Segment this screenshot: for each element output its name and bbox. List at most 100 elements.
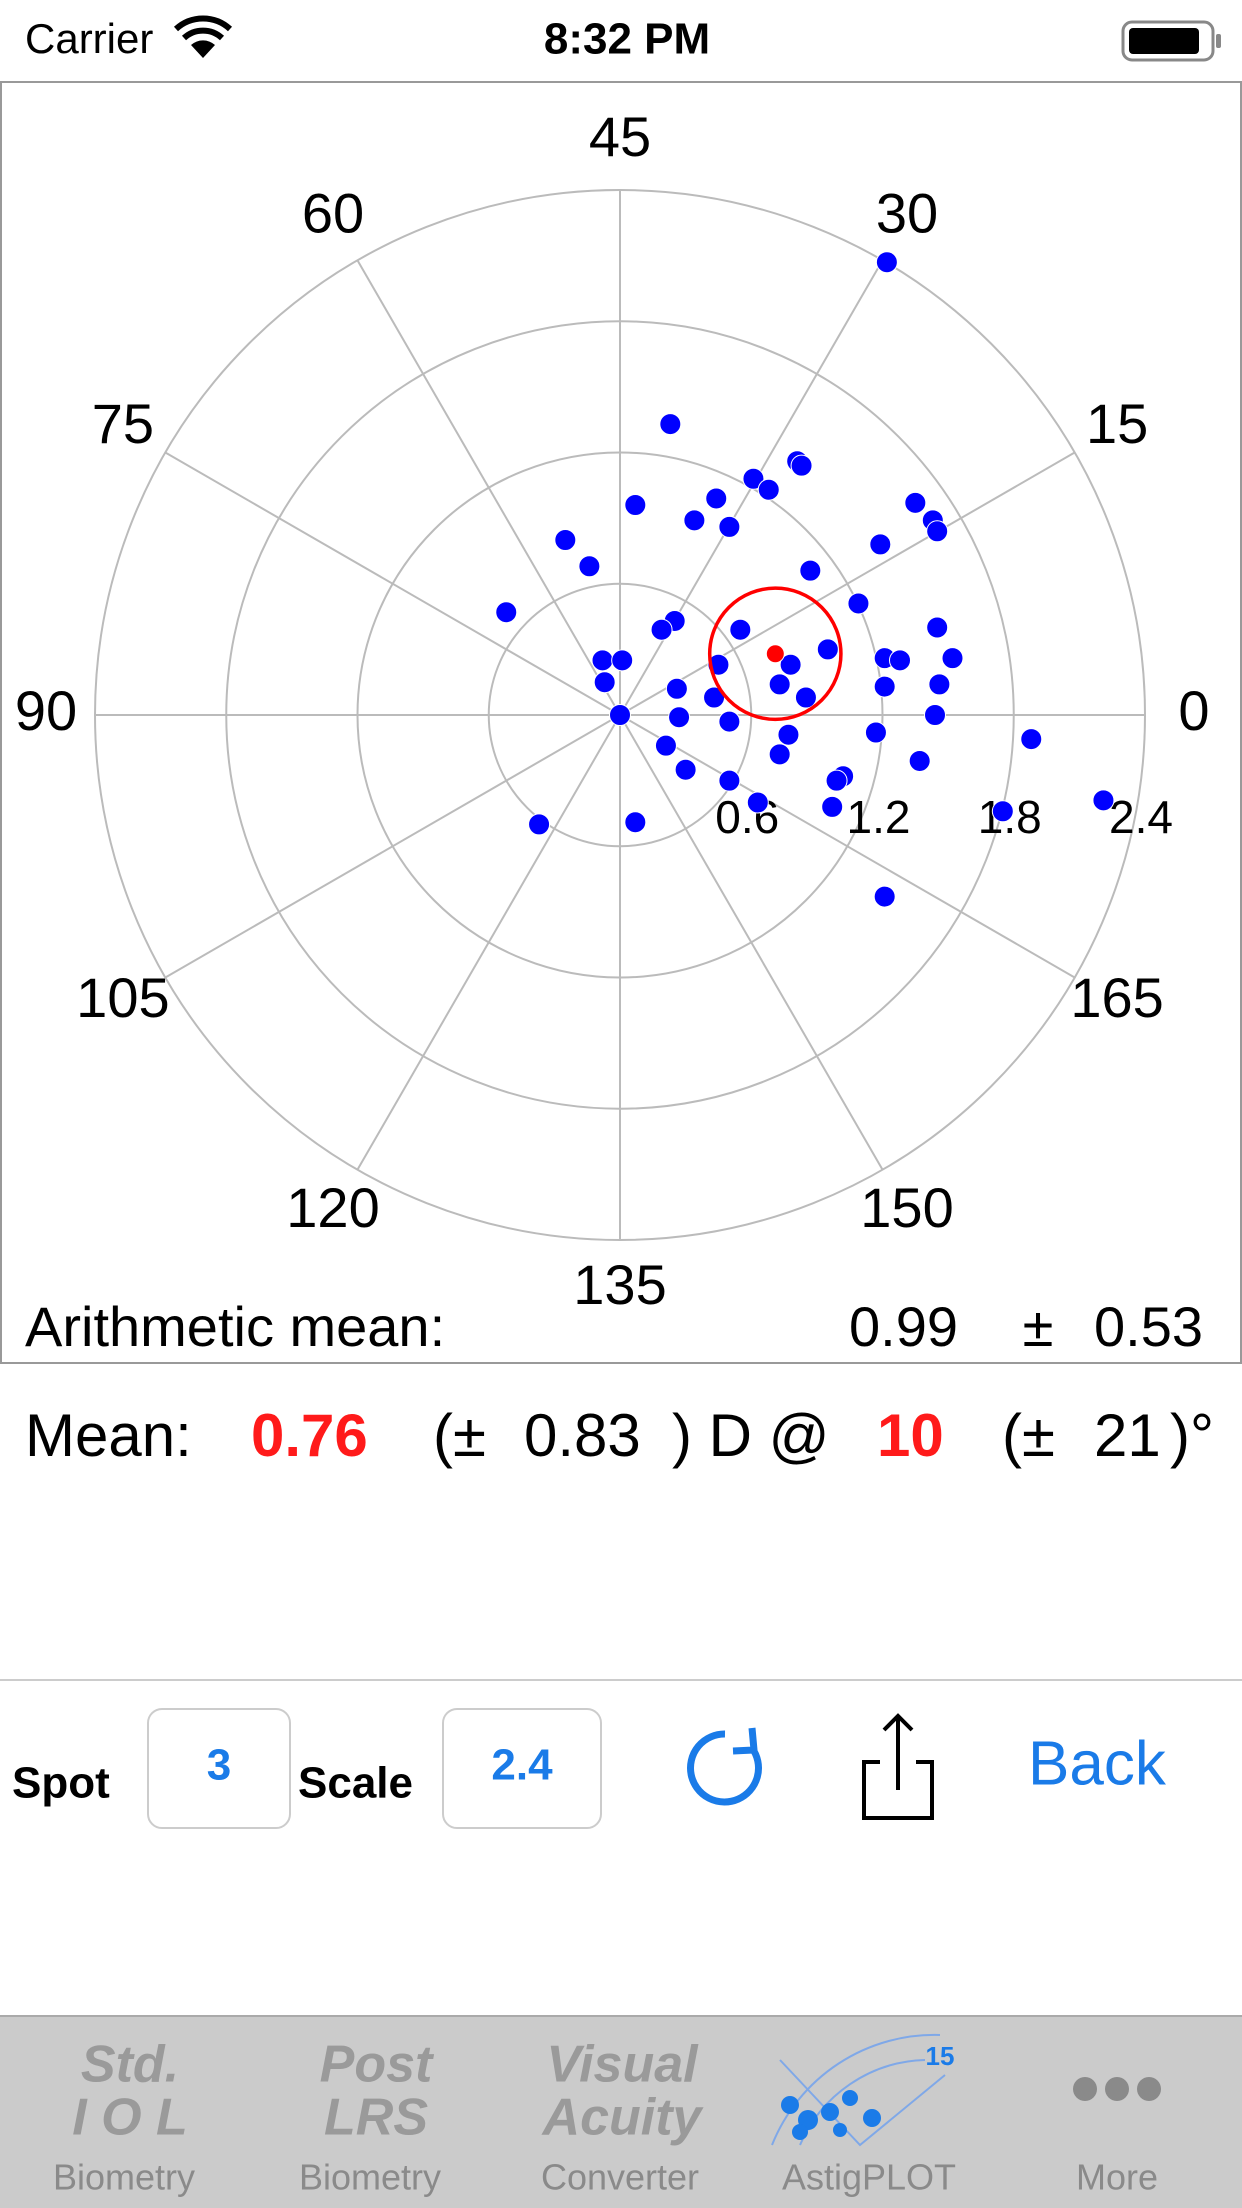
- point: [742, 467, 765, 490]
- annotation-sd: 0.53: [1094, 1295, 1203, 1358]
- clock: 8:32 PM: [544, 15, 710, 64]
- spot-field[interactable]: [147, 1708, 291, 1829]
- tab-icon-text: I O L: [72, 2089, 188, 2147]
- point: [847, 592, 870, 615]
- share-button[interactable]: [862, 1713, 934, 1820]
- tab[interactable]: More: [1073, 2077, 1161, 2198]
- angle-label: 30: [876, 182, 938, 245]
- angle-label: 150: [860, 1176, 953, 1239]
- tab[interactable]: Visual Acuity Converter: [541, 2036, 705, 2198]
- point: [869, 533, 892, 556]
- point: [718, 515, 741, 538]
- scale-field[interactable]: [442, 1708, 602, 1829]
- point: [889, 649, 911, 672]
- tab-icon-text: 15: [926, 2041, 955, 2071]
- tab-label: Biometry: [299, 2157, 441, 2198]
- point: [1092, 789, 1115, 812]
- point: [790, 454, 813, 477]
- ring: [94, 189, 1146, 1241]
- scale-value[interactable]: 2.4: [491, 1741, 553, 1790]
- back-button[interactable]: Back: [1028, 1729, 1167, 1798]
- point: [821, 795, 844, 818]
- tab-icon: [781, 2090, 881, 2140]
- ring: [225, 320, 1015, 1110]
- point: [904, 491, 927, 514]
- pm-open: (±: [1002, 1402, 1055, 1469]
- point: [665, 677, 688, 700]
- tab-icon-text: Acuity: [541, 2089, 705, 2147]
- point: [928, 673, 951, 696]
- battery-icon: [1121, 20, 1221, 62]
- point: [611, 649, 634, 672]
- tab-label: Biometry: [53, 2157, 195, 2198]
- point: [794, 686, 817, 709]
- spot-value[interactable]: 3: [207, 1741, 231, 1790]
- tab[interactable]: Post LRS Biometry: [299, 2036, 441, 2198]
- angle-label: 90: [15, 679, 77, 742]
- tab-icon-text: LRS: [324, 2089, 428, 2147]
- tab-icon: [1073, 2077, 1161, 2101]
- point: [875, 251, 898, 274]
- annotation-pm: ±: [1023, 1295, 1054, 1358]
- point: [873, 675, 896, 698]
- angle-label: 165: [1070, 966, 1163, 1029]
- point: [941, 647, 964, 670]
- mean-magnitude: 0.76: [251, 1402, 368, 1469]
- point: [593, 671, 616, 694]
- point: [765, 644, 785, 664]
- angle-label: 120: [286, 1176, 379, 1239]
- point: [777, 723, 800, 746]
- point: [1020, 728, 1043, 751]
- ring: [356, 451, 884, 979]
- refresh-button[interactable]: [687, 1727, 762, 1806]
- chart-frame: [0, 81, 1242, 1364]
- point: [609, 704, 631, 726]
- tab-bar: [0, 2016, 1242, 2208]
- point: [528, 813, 551, 836]
- tab-label: More: [1076, 2157, 1158, 2198]
- axis-sd: 21: [1094, 1402, 1161, 1469]
- angle-label: 135: [573, 1253, 666, 1316]
- annotation-value: 0.99: [849, 1295, 958, 1358]
- point: [729, 618, 752, 641]
- point: [779, 653, 802, 676]
- point: [668, 706, 691, 729]
- tab[interactable]: 15 AstigPLOT: [771, 2033, 956, 2198]
- angle-label: 0: [1178, 679, 1209, 742]
- tab-icon-text: Std.: [81, 2036, 179, 2094]
- point: [591, 649, 614, 672]
- point: [768, 743, 791, 766]
- mean-label: Mean:: [25, 1402, 192, 1469]
- point: [654, 734, 677, 757]
- magnitude-sd: 0.83: [524, 1402, 641, 1469]
- point: [746, 791, 769, 814]
- tab[interactable]: Std. I O L Biometry: [53, 2036, 195, 2198]
- annotation-label: Arithmetic mean:: [25, 1295, 445, 1358]
- carrier: Carrier: [25, 15, 153, 62]
- point: [926, 520, 949, 543]
- point: [757, 478, 780, 501]
- confidence-circle: [707, 586, 843, 722]
- point: [624, 811, 647, 834]
- spot-label: Spot: [12, 1759, 110, 1808]
- point: [718, 710, 741, 733]
- tab-icon-text: Post: [320, 2036, 435, 2094]
- radius-label: 2.4: [1109, 791, 1173, 843]
- pm-open: (±: [433, 1402, 486, 1469]
- scale-label: Scale: [298, 1759, 413, 1808]
- tab-label: Converter: [541, 2157, 699, 2198]
- point: [624, 494, 647, 516]
- point: [495, 601, 518, 624]
- point: [768, 673, 791, 696]
- tab-label: AstigPLOT: [782, 2157, 956, 2198]
- point: [816, 638, 839, 661]
- point: [864, 721, 887, 744]
- tab-icon-text: Visual: [546, 2036, 699, 2094]
- angle-label: 15: [1086, 392, 1148, 455]
- wifi-icon: [173, 15, 233, 58]
- angle-label: 75: [92, 392, 154, 455]
- angle-label: 105: [76, 966, 169, 1029]
- point: [873, 885, 896, 908]
